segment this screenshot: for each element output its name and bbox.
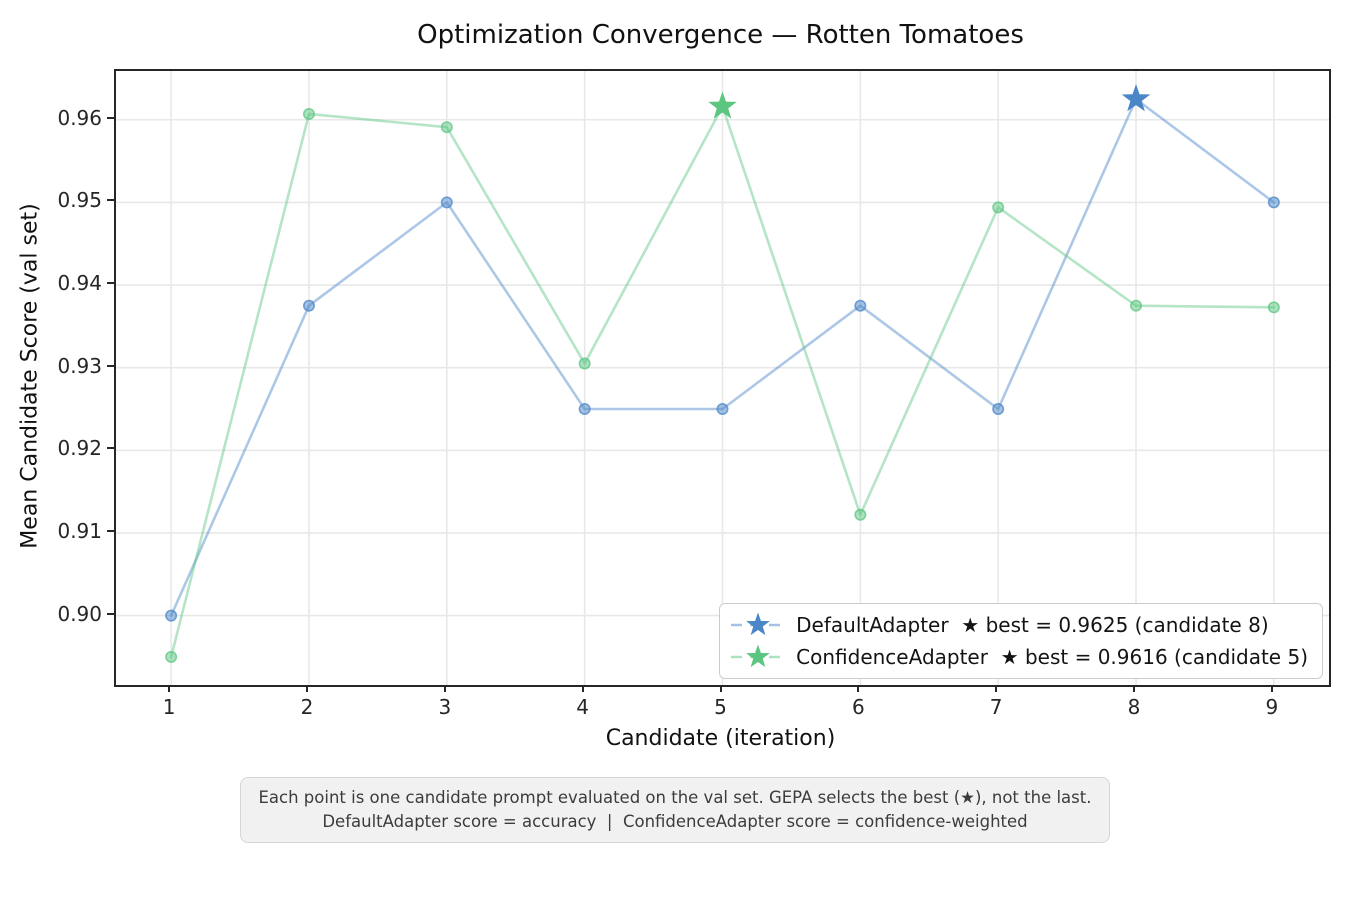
y-tick-label: 0.90 xyxy=(57,601,102,626)
y-tick-mark xyxy=(107,529,114,532)
x-tick-label: 9 xyxy=(1265,695,1279,719)
x-tick-mark xyxy=(443,685,446,692)
data-point-confidenceadapter-1 xyxy=(165,650,178,663)
x-tick-label: 2 xyxy=(300,695,314,719)
y-tick-label: 0.92 xyxy=(57,436,102,461)
data-point-defaultadapter-4 xyxy=(578,402,591,415)
data-point-confidenceadapter-3 xyxy=(440,121,453,134)
best-marker-star-defaultadapter xyxy=(1121,84,1151,112)
chart-title: Optimization Convergence — Rotten Tomato… xyxy=(417,20,1024,50)
x-tick-mark xyxy=(1270,685,1273,692)
y-tick-label: 0.94 xyxy=(57,271,102,296)
y-tick-mark xyxy=(107,447,114,450)
x-tick-label: 1 xyxy=(162,695,176,719)
y-tick-label: 0.91 xyxy=(57,518,102,543)
plot-canvas xyxy=(116,71,1329,685)
x-tick-mark xyxy=(581,685,584,692)
y-tick-label: 0.95 xyxy=(57,188,102,213)
data-point-defaultadapter-7 xyxy=(992,402,1005,415)
data-point-confidenceadapter-6 xyxy=(854,508,867,521)
data-point-defaultadapter-1 xyxy=(165,609,178,622)
legend-marker-star-blue-icon xyxy=(731,612,786,636)
x-tick-label: 4 xyxy=(576,695,590,719)
plot-area: DefaultAdapter ★ best = 0.9625 (candidat… xyxy=(114,69,1331,687)
data-point-confidenceadapter-4 xyxy=(578,357,591,370)
x-tick-mark xyxy=(1133,685,1136,692)
y-tick-mark xyxy=(107,612,114,615)
legend-marker-star xyxy=(746,612,771,636)
caption-wrap: Each point is one candidate prompt evalu… xyxy=(0,777,1350,843)
caption-line-1: Each point is one candidate prompt evalu… xyxy=(258,788,1092,807)
data-point-confidenceadapter-9 xyxy=(1267,301,1280,314)
data-point-confidenceadapter-2 xyxy=(302,107,315,120)
y-tick-mark xyxy=(107,116,114,119)
y-tick-mark xyxy=(107,282,114,285)
caption-line-2: DefaultAdapter score = accuracy | Confid… xyxy=(322,811,1028,831)
data-point-defaultadapter-2 xyxy=(302,299,315,312)
x-axis-label: Candidate (iteration) xyxy=(605,726,836,751)
data-point-defaultadapter-6 xyxy=(854,299,867,312)
legend-label-defaultadapter: DefaultAdapter ★ best = 0.9625 (candidat… xyxy=(796,613,1269,637)
legend-marker-star xyxy=(746,644,771,668)
data-point-defaultadapter-3 xyxy=(440,196,453,209)
x-tick-label: 8 xyxy=(1127,695,1141,719)
legend-label-confidenceadapter: ConfidenceAdapter ★ best = 0.9616 (candi… xyxy=(796,645,1308,669)
x-tick-label: 6 xyxy=(851,695,865,719)
y-tick-mark xyxy=(107,199,114,202)
caption-box: Each point is one candidate prompt evalu… xyxy=(239,777,1111,843)
x-tick-mark xyxy=(857,685,860,692)
legend-marker-star-green-icon xyxy=(731,644,786,668)
x-tick-mark xyxy=(995,685,998,692)
y-tick-mark xyxy=(107,364,114,367)
legend-row-defaultadapter: DefaultAdapter ★ best = 0.9625 (candidat… xyxy=(730,612,1308,638)
legend: DefaultAdapter ★ best = 0.9625 (candidat… xyxy=(719,603,1323,679)
legend-row-confidenceadapter: ConfidenceAdapter ★ best = 0.9616 (candi… xyxy=(730,644,1308,670)
x-tick-mark xyxy=(719,685,722,692)
x-tick-mark xyxy=(168,685,171,692)
data-point-defaultadapter-5 xyxy=(716,402,729,415)
x-tick-mark xyxy=(305,685,308,692)
y-tick-label: 0.96 xyxy=(57,105,102,130)
data-point-defaultadapter-9 xyxy=(1267,196,1280,209)
x-tick-label: 3 xyxy=(438,695,452,719)
y-tick-label: 0.93 xyxy=(57,353,102,378)
x-tick-label: 7 xyxy=(989,695,1003,719)
data-point-confidenceadapter-7 xyxy=(992,201,1005,214)
x-tick-label: 5 xyxy=(714,695,727,719)
best-marker-star-confidenceadapter xyxy=(708,91,737,119)
data-point-confidenceadapter-8 xyxy=(1130,299,1143,312)
